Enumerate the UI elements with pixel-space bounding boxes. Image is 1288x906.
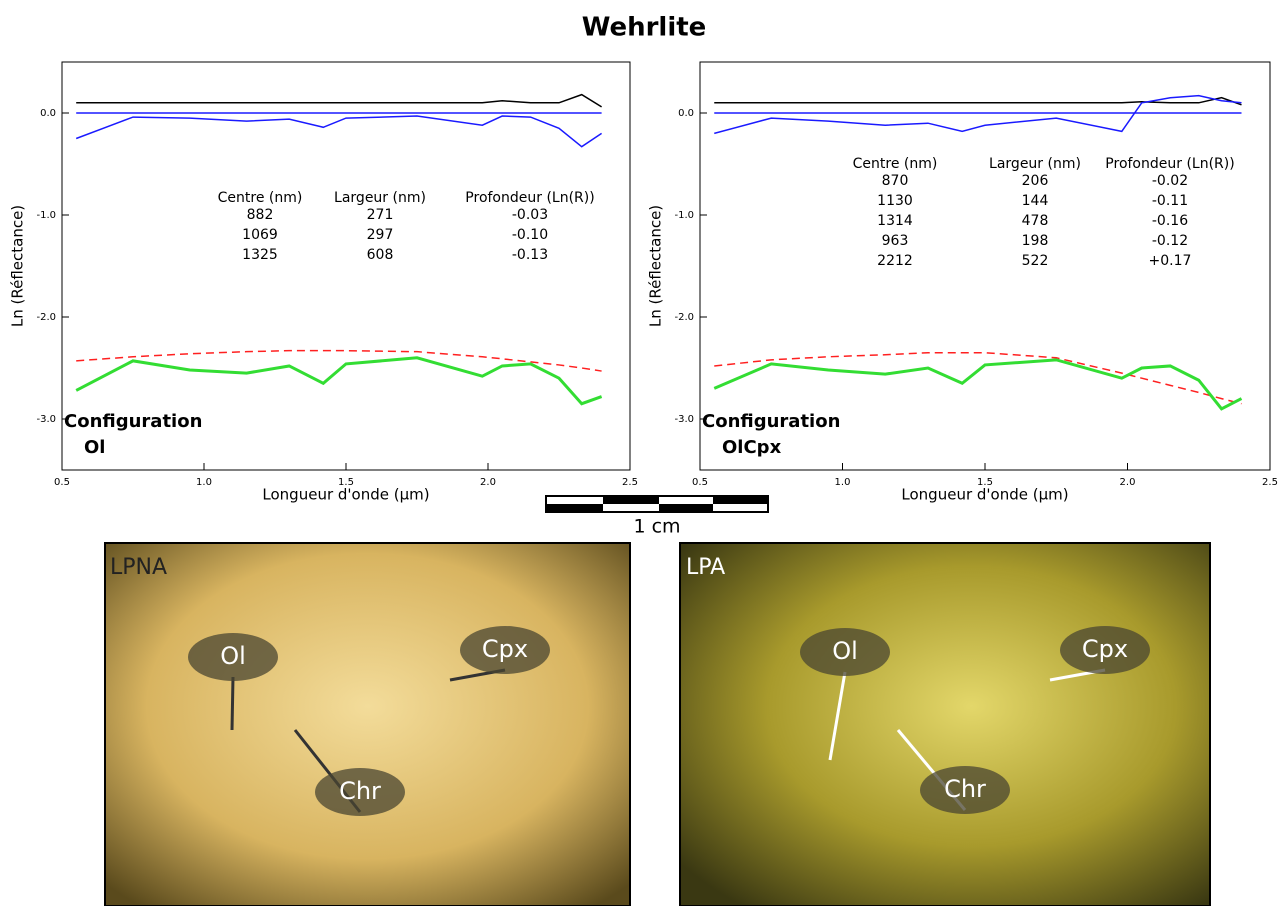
photo-label: LPNA: [110, 555, 167, 580]
photo-label: LPA: [686, 555, 725, 580]
y-tick-label: -2.0: [674, 312, 694, 323]
mineral-badge: [800, 628, 890, 676]
configuration-label: Configuration: [64, 411, 202, 432]
configuration-label: Configuration: [702, 411, 840, 432]
mineral-badge: [1060, 626, 1150, 674]
figure-title: Wehrlite: [582, 13, 707, 43]
series-line: [714, 94, 1242, 135]
table-header: Centre (nm): [218, 190, 303, 206]
y-tick-label: -1.0: [36, 210, 56, 221]
mineral-badge: [920, 766, 1010, 814]
table-cell: 271: [367, 207, 394, 223]
table-cell: 1130: [877, 193, 913, 209]
mineral-label: Ol: [220, 642, 246, 670]
x-tick-label: 2.0: [480, 477, 496, 488]
series-line: [714, 96, 1242, 106]
mineral-label: Ol: [832, 637, 858, 665]
table-cell: 882: [247, 207, 274, 223]
y-tick-label: -1.0: [674, 210, 694, 221]
y-axis-label: Ln (Réflectance): [647, 205, 665, 327]
y-axis-label: Ln (Réflectance): [9, 205, 27, 327]
mineral-badge: [315, 768, 405, 816]
table-cell: -0.03: [512, 207, 548, 223]
x-tick-label: 1.0: [196, 477, 212, 488]
scale-bar-label: 1 cm: [633, 516, 680, 538]
table-cell: -0.12: [1152, 233, 1188, 249]
y-tick-label: 0.0: [678, 108, 694, 119]
mineral-label: Chr: [944, 775, 986, 803]
scale-bar: [545, 495, 769, 513]
table-header: Centre (nm): [853, 156, 938, 172]
table-cell: 478: [1022, 213, 1049, 229]
y-tick-label: -2.0: [36, 312, 56, 323]
mineral-label: Chr: [339, 777, 381, 805]
x-axis-label: Longueur d'onde (µm): [262, 486, 429, 504]
mineral-label: Cpx: [482, 635, 528, 663]
configuration-label: Ol: [84, 437, 105, 458]
x-tick-label: 1.5: [977, 477, 993, 488]
x-tick-label: 1.5: [338, 477, 354, 488]
table-cell: 1314: [877, 213, 913, 229]
table-cell: 1325: [242, 247, 278, 263]
table-cell: 198: [1022, 233, 1049, 249]
pointer: [828, 671, 847, 761]
mineral-label: Cpx: [1082, 635, 1128, 663]
x-tick-label: 1.0: [835, 477, 851, 488]
table-header: Largeur (nm): [334, 190, 426, 206]
mineral-badge: [460, 626, 550, 674]
table-cell: -0.02: [1152, 173, 1188, 189]
y-tick-label: -3.0: [36, 414, 56, 425]
y-tick-label: 0.0: [40, 108, 56, 119]
mineral-badge: [188, 633, 278, 681]
series-line: [714, 351, 1242, 405]
table-cell: +0.17: [1149, 253, 1192, 269]
photo-lpna: [104, 542, 631, 906]
table-cell: -0.16: [1152, 213, 1188, 229]
table-cell: 963: [882, 233, 909, 249]
table-cell: 870: [882, 173, 909, 189]
table-header: Profondeur (Ln(R)): [1105, 156, 1234, 172]
table-cell: 297: [367, 227, 394, 243]
x-tick-label: 2.5: [1262, 477, 1278, 488]
x-axis-label: Longueur d'onde (µm): [901, 486, 1068, 504]
table-header: Profondeur (Ln(R)): [465, 190, 594, 206]
table-header: Largeur (nm): [989, 156, 1081, 172]
pointer: [230, 676, 235, 731]
series-line: [76, 349, 602, 372]
table-cell: 144: [1022, 193, 1049, 209]
table-cell: -0.13: [512, 247, 548, 263]
table-cell: 2212: [877, 253, 913, 269]
table-cell: 608: [367, 247, 394, 263]
series-line: [75, 356, 603, 406]
table-cell: 206: [1022, 173, 1049, 189]
photo-lpa: [679, 542, 1211, 906]
x-tick-label: 2.5: [622, 477, 638, 488]
x-tick-label: 2.0: [1120, 477, 1136, 488]
table-cell: 1069: [242, 227, 278, 243]
y-tick-label: -3.0: [674, 414, 694, 425]
x-tick-label: 0.5: [692, 477, 708, 488]
configuration-label: OlCpx: [722, 437, 782, 458]
table-cell: 522: [1022, 253, 1049, 269]
x-tick-label: 0.5: [54, 477, 70, 488]
series-line: [713, 358, 1243, 411]
series-line: [75, 115, 603, 148]
series-line: [76, 93, 602, 108]
table-cell: -0.11: [1152, 193, 1188, 209]
table-cell: -0.10: [512, 227, 548, 243]
